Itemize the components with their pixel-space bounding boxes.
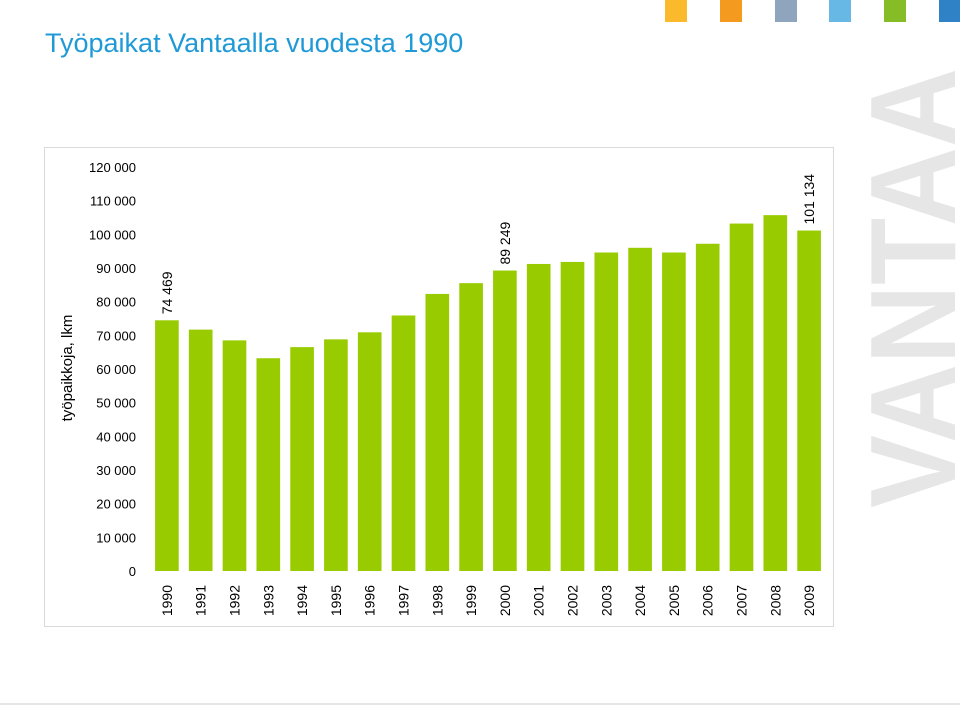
x-tick-label: 1995: [328, 585, 344, 616]
x-tick-label: 2003: [598, 585, 614, 616]
x-tick-label: 2000: [497, 585, 513, 616]
y-tick-label: 80 000: [96, 295, 136, 310]
bar-2009: [797, 230, 821, 571]
bar-2003: [594, 252, 619, 571]
data-label: 101 134: [801, 174, 817, 225]
y-tick-label: 90 000: [96, 261, 136, 276]
bar-2000: [493, 270, 517, 571]
x-tick-label: 1993: [260, 585, 276, 616]
bar-2002: [560, 261, 585, 571]
y-tick-label: 0: [129, 564, 136, 579]
y-tick-label: 110 000: [90, 194, 136, 209]
y-tick-label: 40 000: [96, 429, 136, 444]
brand-square: [829, 0, 851, 22]
brand-square: [775, 0, 797, 22]
brand-square: [939, 0, 960, 22]
bar-1990: [155, 320, 179, 571]
x-tick-label: 2009: [801, 585, 817, 616]
x-tick-label: 2005: [666, 585, 682, 616]
x-tick-label: 1999: [463, 585, 479, 616]
bar-1995: [324, 339, 348, 571]
bar-1996: [357, 332, 382, 571]
x-tick-label: 1997: [396, 585, 412, 616]
x-tick-label: 1992: [227, 585, 243, 616]
bar-2008: [763, 215, 788, 571]
bar-2007: [729, 223, 754, 571]
x-tick-label: 2002: [565, 585, 581, 616]
bar-2006: [695, 243, 720, 571]
x-tick-label: 2008: [767, 585, 783, 616]
x-tick-label: 1994: [294, 585, 310, 616]
x-tick-label: 1991: [193, 585, 209, 616]
y-tick-label: 120 000: [89, 160, 136, 175]
x-tick-label: 2001: [531, 585, 547, 616]
data-label: 89 249: [497, 221, 513, 264]
x-tick-label: 2007: [734, 585, 750, 616]
watermark-text: VANTAA: [862, 68, 960, 508]
bars: [155, 215, 821, 572]
bar-1993: [256, 358, 281, 571]
x-tick-label: 2004: [632, 585, 648, 616]
bar-1994: [290, 347, 314, 571]
footer-divider: [0, 703, 960, 705]
y-tick-label: 30 000: [96, 463, 136, 478]
x-tick-label: 2006: [700, 585, 716, 616]
y-tick-label: 20 000: [96, 497, 136, 512]
bar-2004: [628, 247, 652, 572]
brand-square: [884, 0, 906, 22]
bar-1991: [188, 329, 213, 571]
x-axis-tick-labels: 1990 1991 1992 1993 1994 1995 1996 1997 1998 1999…: [159, 585, 817, 616]
y-tick-label: 60 000: [96, 362, 136, 377]
data-labels: 74 469 89 249 101 134: [159, 174, 817, 315]
y-tick-label: 70 000: [96, 328, 136, 343]
x-tick-label: 1990: [159, 585, 175, 616]
data-label: 74 469: [159, 271, 175, 314]
brand-square: [665, 0, 687, 22]
y-tick-label: 10 000: [96, 530, 136, 545]
bar-1999: [459, 283, 483, 571]
vantaa-watermark-logo: VANTAA: [862, 68, 960, 508]
bar-2005: [662, 252, 686, 571]
bar-1992: [222, 340, 247, 571]
brand-square: [720, 0, 742, 22]
x-tick-label: 1998: [429, 585, 445, 616]
bar-2001: [526, 263, 551, 571]
x-tick-label: 1996: [362, 585, 378, 616]
y-axis-ticks: 0 10 000 20 000 30 000 40 000 50 000 60 000 70 …: [89, 160, 136, 579]
bar-1997: [391, 315, 416, 571]
y-tick-label: 100 000: [89, 227, 136, 242]
y-axis-label: työpaikkoja, lkm: [59, 315, 76, 422]
page-title: Työpaikat Vantaalla vuodesta 1990: [45, 28, 464, 58]
bar-1998: [425, 293, 450, 571]
y-tick-label: 50 000: [96, 396, 136, 411]
